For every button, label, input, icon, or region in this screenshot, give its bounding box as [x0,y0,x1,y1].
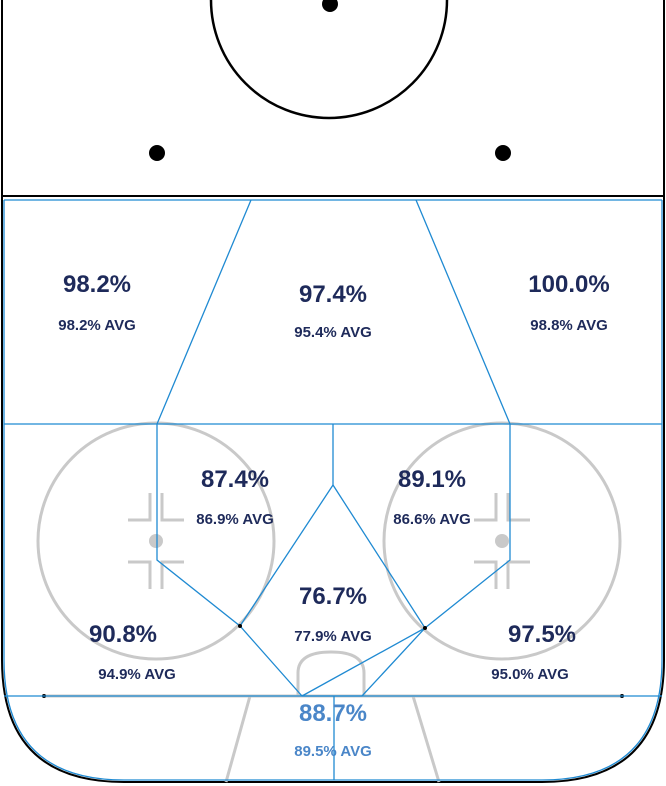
zone-top-right-avg: 98.8% AVG [530,317,608,334]
zone-crease-avg: 89.5% AVG [294,743,372,760]
zone-low-right-avg: 95.0% AVG [491,666,569,683]
zone-mid-right-pct: 89.1% [397,466,467,493]
zone-crease-pct: 88.7% [298,700,368,727]
zone-mid-left-pct: 87.4% [200,466,270,493]
zone-mid-left-avg: 86.9% AVG [196,511,274,528]
neutral-dot-left [149,145,165,161]
zone-top-left-pct: 98.2% [62,271,132,298]
zone-top-right-pct: 100.0% [528,271,610,298]
zone-top-center-pct: 97.4% [298,281,368,308]
faceoff-dot-left [149,534,163,548]
zone-slot-avg: 77.9% AVG [294,628,372,645]
zone-top-center-avg: 95.4% AVG [294,324,372,341]
faceoff-circle-right [382,421,622,661]
center-circle [209,0,449,120]
faceoff-dot-right [495,534,509,548]
zone-node-left [238,624,242,628]
zone-top-left-avg: 98.2% AVG [58,317,136,334]
zone-slot-pct: 76.7% [298,583,368,610]
zone-low-right-pct: 97.5% [507,621,577,648]
faceoff-circle-left [36,421,276,661]
center-dot [322,0,338,12]
neutral-dot-right [495,145,511,161]
goal-crease [296,650,366,696]
zone-boundaries [3,199,663,781]
zone-node-right [423,626,427,630]
zone-low-left-pct: 90.8% [88,621,158,648]
zone-low-left-avg: 94.9% AVG [98,666,176,683]
zone-mid-right-avg: 86.6% AVG [393,511,471,528]
trapezoid [224,695,441,783]
